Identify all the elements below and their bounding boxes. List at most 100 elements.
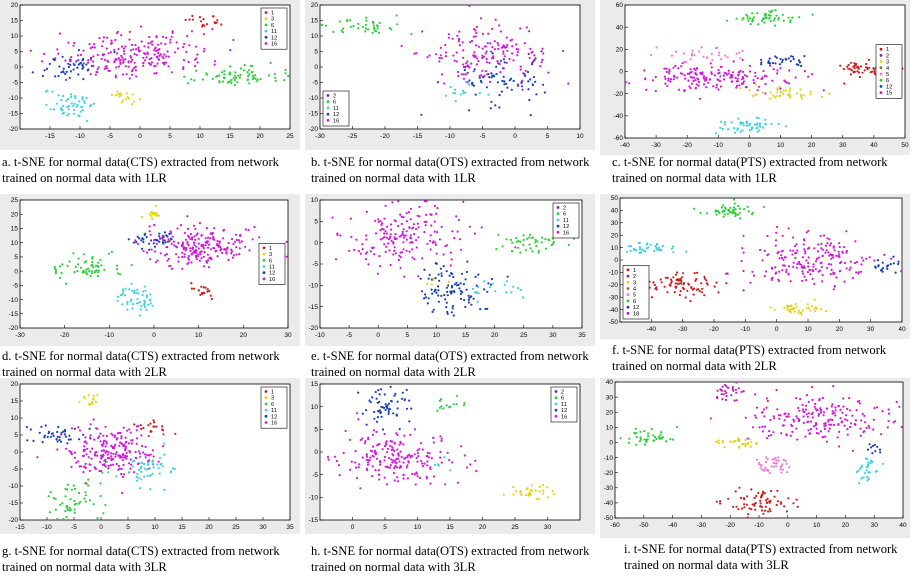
point-class-16	[85, 453, 88, 456]
x-tick-label: -10	[315, 332, 325, 339]
point-class-16	[802, 421, 805, 425]
point-class-16	[393, 442, 396, 445]
point-class-16	[365, 210, 368, 213]
point-class-16	[361, 456, 364, 459]
y-tick-label: -15	[9, 311, 19, 318]
point-class-1	[715, 281, 718, 284]
point-class-16	[405, 230, 408, 233]
point-class-1	[703, 294, 706, 297]
point-class-16	[354, 450, 357, 453]
point-class-16	[183, 231, 186, 235]
caption-a-line2: trained on normal data with 1LR	[2, 171, 167, 185]
point-class-11	[124, 287, 127, 290]
point-class-16	[855, 271, 858, 274]
point-class-12	[465, 288, 468, 291]
point-class-16	[758, 426, 761, 429]
point-class-3	[528, 494, 531, 497]
point-class-12	[426, 302, 429, 305]
point-class-11	[858, 482, 861, 485]
point-class-16	[654, 89, 657, 93]
legend-marker	[626, 305, 630, 309]
point-class-6	[738, 211, 741, 214]
point-class-16	[350, 460, 353, 463]
point-class-16	[383, 243, 386, 246]
point-class-16	[89, 434, 92, 437]
point-class-16	[848, 397, 851, 400]
y-tick-label: -20	[9, 325, 19, 332]
point-class-16	[481, 56, 484, 60]
point-class-16	[258, 236, 261, 239]
point-class-11	[143, 475, 146, 478]
point-class-16	[524, 69, 527, 72]
point-class-6	[338, 20, 341, 23]
point-class-6	[720, 206, 723, 209]
point-class-16	[790, 423, 793, 426]
x-tick-label: -30	[15, 332, 25, 339]
y-tick-label: 0	[14, 268, 18, 275]
point-class-16	[814, 424, 817, 427]
point-class-16	[95, 427, 98, 430]
point-class-16	[821, 255, 824, 258]
point-class-16	[853, 261, 857, 265]
point-class-6	[789, 19, 792, 22]
legend-label: 16	[333, 118, 339, 124]
point-class-5	[739, 57, 742, 60]
point-class-6	[346, 18, 349, 21]
point-class-1	[664, 276, 667, 279]
point-class-16	[827, 419, 830, 422]
point-class-16	[539, 65, 542, 68]
point-class-12	[427, 297, 430, 300]
point-class-1	[715, 500, 718, 503]
point-class-3	[786, 308, 789, 311]
point-class-16	[742, 269, 745, 273]
point-class-12	[483, 288, 486, 291]
point-class-16	[420, 459, 423, 462]
point-class-16	[887, 408, 890, 411]
point-class-16	[814, 260, 818, 263]
point-class-12	[527, 88, 530, 91]
point-class-1	[191, 18, 194, 21]
point-class-11	[90, 103, 93, 106]
point-class-11	[488, 286, 492, 289]
point-class-6	[366, 28, 370, 31]
point-class-16	[223, 248, 226, 251]
point-class-16	[392, 253, 395, 256]
point-class-16	[146, 53, 149, 56]
point-class-16	[414, 483, 417, 486]
point-class-6	[763, 21, 766, 24]
point-class-11	[758, 122, 762, 125]
point-class-16	[384, 441, 387, 444]
point-class-11	[143, 305, 146, 308]
point-class-16	[462, 63, 465, 66]
point-class-16	[710, 72, 713, 76]
point-class-16	[146, 453, 149, 457]
caption-h-line2: trained on normal data with 3LR	[311, 560, 476, 574]
point-class-16	[220, 248, 223, 251]
point-class-1	[211, 15, 215, 18]
point-class-16	[397, 258, 400, 262]
point-class-11	[161, 465, 164, 468]
point-class-16	[416, 452, 419, 455]
point-class-1	[735, 505, 738, 508]
x-tick-label: 10	[813, 522, 821, 529]
point-class-3	[772, 94, 775, 97]
point-class-16	[115, 58, 118, 61]
point-class-16	[473, 51, 476, 54]
point-class-3	[116, 90, 119, 93]
point-class-16	[748, 64, 751, 67]
point-class-3	[156, 213, 159, 216]
point-class-1	[739, 496, 743, 499]
point-class-11	[649, 243, 652, 246]
point-class-11	[83, 100, 86, 103]
point-class-12	[88, 427, 91, 430]
caption-h-line1: h. t-SNE for normal data(OTS) extracted …	[311, 544, 590, 558]
point-class-6	[243, 63, 246, 67]
point-class-16	[428, 54, 431, 57]
point-class-16	[383, 232, 386, 235]
legend-label: 2	[886, 53, 889, 59]
point-class-5	[775, 462, 778, 465]
point-class-12	[781, 60, 784, 64]
point-class-12	[365, 423, 368, 426]
point-class-16	[247, 228, 250, 232]
